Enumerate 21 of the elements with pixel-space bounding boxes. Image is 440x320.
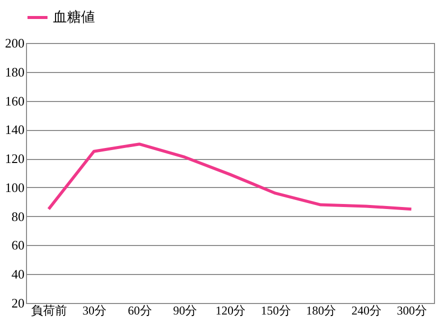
- y-tick-label: 180: [5, 64, 24, 80]
- y-tick-label: 20: [12, 296, 24, 310]
- y-tick-label: 200: [5, 36, 24, 50]
- x-tick-label: 240分: [352, 304, 382, 318]
- y-tick-label: 60: [12, 238, 24, 253]
- y-tick-label: 80: [12, 208, 24, 224]
- x-tick-label: 90分: [173, 304, 198, 318]
- y-tick-label: 100: [5, 180, 24, 195]
- x-tick-label: 150分: [260, 304, 291, 318]
- x-tick-label: 30分: [82, 304, 106, 318]
- legend-label: 血糖値: [53, 10, 95, 26]
- y-tick-label: 40: [12, 266, 24, 282]
- y-tick-label: 140: [5, 122, 24, 138]
- x-tick-label: 180分: [306, 304, 336, 318]
- line-series: [47, 142, 413, 211]
- x-tick-label: 負荷前: [31, 304, 68, 318]
- x-tick-label: 300分: [396, 304, 427, 318]
- y-tick-label: 120: [5, 151, 24, 166]
- x-tick-label: 60分: [128, 304, 152, 318]
- y-tick-label: 160: [5, 93, 24, 108]
- x-tick-label: 120分: [216, 304, 246, 318]
